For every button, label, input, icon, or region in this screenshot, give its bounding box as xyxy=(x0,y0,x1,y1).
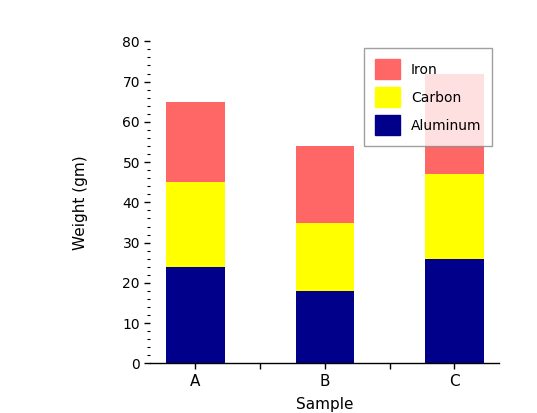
Bar xyxy=(296,291,354,363)
Bar xyxy=(166,267,224,363)
Bar xyxy=(296,223,354,291)
Bar xyxy=(296,146,354,223)
Bar xyxy=(166,182,224,267)
Bar xyxy=(425,174,483,259)
Bar xyxy=(166,102,224,182)
Bar xyxy=(425,74,483,174)
Legend: Iron, Carbon, Aluminum: Iron, Carbon, Aluminum xyxy=(364,48,492,146)
X-axis label: Sample: Sample xyxy=(296,397,354,412)
Y-axis label: Weight (gm): Weight (gm) xyxy=(72,155,88,250)
Bar xyxy=(425,259,483,363)
